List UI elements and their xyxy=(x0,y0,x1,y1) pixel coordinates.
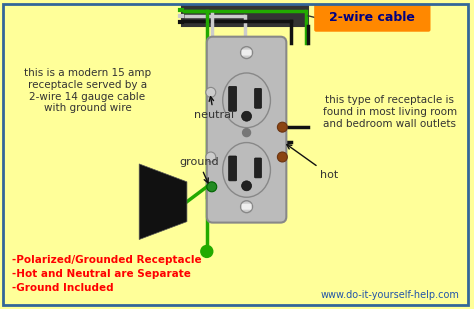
Circle shape xyxy=(242,111,252,121)
FancyBboxPatch shape xyxy=(314,4,430,32)
Text: hot: hot xyxy=(287,145,338,180)
Circle shape xyxy=(241,201,253,213)
FancyBboxPatch shape xyxy=(207,37,286,222)
FancyBboxPatch shape xyxy=(228,87,237,111)
Ellipse shape xyxy=(223,142,271,197)
Circle shape xyxy=(207,182,217,192)
Circle shape xyxy=(242,181,252,191)
Text: -Ground Included: -Ground Included xyxy=(12,283,114,293)
Circle shape xyxy=(277,122,287,132)
Text: -Polarized/Grounded Receptacle: -Polarized/Grounded Receptacle xyxy=(12,256,201,265)
Text: -Hot and Neutral are Separate: -Hot and Neutral are Separate xyxy=(12,269,191,279)
FancyBboxPatch shape xyxy=(255,88,262,108)
FancyBboxPatch shape xyxy=(182,6,308,26)
FancyBboxPatch shape xyxy=(242,50,252,56)
Circle shape xyxy=(243,129,251,137)
Circle shape xyxy=(206,87,216,97)
Circle shape xyxy=(241,47,253,59)
Text: this type of receptacle is
found in most living room
and bedroom wall outlets: this type of receptacle is found in most… xyxy=(323,95,457,129)
Polygon shape xyxy=(139,164,187,239)
FancyBboxPatch shape xyxy=(228,156,237,181)
Circle shape xyxy=(201,245,213,257)
Text: 2-wire cable: 2-wire cable xyxy=(329,11,415,24)
FancyBboxPatch shape xyxy=(255,158,262,178)
Circle shape xyxy=(206,152,216,162)
Ellipse shape xyxy=(223,73,271,128)
Text: www.do-it-yourself-help.com: www.do-it-yourself-help.com xyxy=(320,290,459,300)
Text: ground: ground xyxy=(179,157,219,183)
FancyBboxPatch shape xyxy=(242,204,252,210)
Text: neutral: neutral xyxy=(194,97,234,120)
Circle shape xyxy=(277,152,287,162)
Text: this is a modern 15 amp
receptacle served by a
2-wire 14 gauge cable
with ground: this is a modern 15 amp receptacle serve… xyxy=(24,69,151,113)
